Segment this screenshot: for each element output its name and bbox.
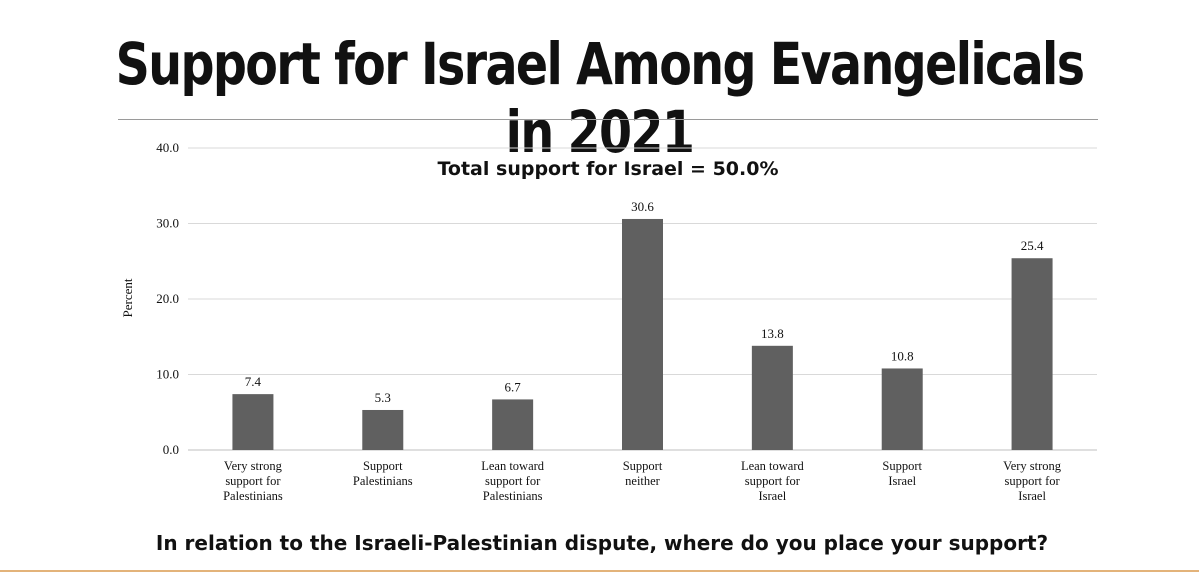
bar <box>881 368 923 450</box>
y-tick-label: 20.0 <box>156 291 179 306</box>
x-category-label: support for <box>1004 474 1060 488</box>
bottom-divider <box>0 570 1199 572</box>
x-category-label: Support <box>363 459 403 473</box>
x-category-label: Support <box>623 459 663 473</box>
data-label: 30.6 <box>631 199 654 214</box>
bar <box>492 399 534 450</box>
x-category-label: Very strong <box>224 459 283 473</box>
y-tick-label: 10.0 <box>156 367 179 382</box>
bars <box>232 218 1053 450</box>
x-axis-title: In relation to the Israeli-Palestinian d… <box>156 531 1048 555</box>
bar <box>622 218 663 450</box>
x-category-label: Israel <box>758 489 786 503</box>
bar <box>751 345 793 450</box>
y-tick-label: 40.0 <box>156 140 179 155</box>
y-tick-label: 0.0 <box>163 442 179 457</box>
x-category-label: Palestinians <box>483 489 543 503</box>
data-label: 7.4 <box>245 374 262 389</box>
y-axis-label: Percent <box>120 278 135 317</box>
x-category-label: neither <box>625 474 661 488</box>
bar <box>232 394 274 450</box>
x-category-label: Support <box>882 459 922 473</box>
x-category-label: Very strong <box>1003 459 1062 473</box>
x-category-label: Palestinians <box>353 474 413 488</box>
data-label: 6.7 <box>505 379 522 394</box>
data-label: 13.8 <box>761 326 784 341</box>
x-category-label: support for <box>485 474 541 488</box>
data-labels: 7.4 5.3 6.7 30.6 13.8 10.8 25.4 <box>245 199 1044 405</box>
total-support-annotation: Total support for Israel = 50.0% <box>437 158 778 180</box>
x-category-label: Israel <box>888 474 916 488</box>
data-label: 25.4 <box>1021 238 1044 253</box>
x-category-label: Palestinians <box>223 489 283 503</box>
x-category-label: Lean toward <box>741 459 805 473</box>
bar <box>1011 258 1053 450</box>
data-label: 10.8 <box>891 348 914 363</box>
data-label: 5.3 <box>375 390 391 405</box>
bar <box>362 409 404 450</box>
x-category-label: Israel <box>1018 489 1046 503</box>
x-category-label: support for <box>225 474 281 488</box>
y-axis-ticks: 0.0 10.0 20.0 30.0 40.0 <box>156 140 179 457</box>
x-category-label: support for <box>745 474 801 488</box>
title-divider <box>118 119 1098 120</box>
y-tick-label: 30.0 <box>156 216 179 231</box>
chart-title: Support for Israel Among Evangelicals in… <box>115 30 1085 166</box>
x-category-label: Lean toward <box>481 459 545 473</box>
